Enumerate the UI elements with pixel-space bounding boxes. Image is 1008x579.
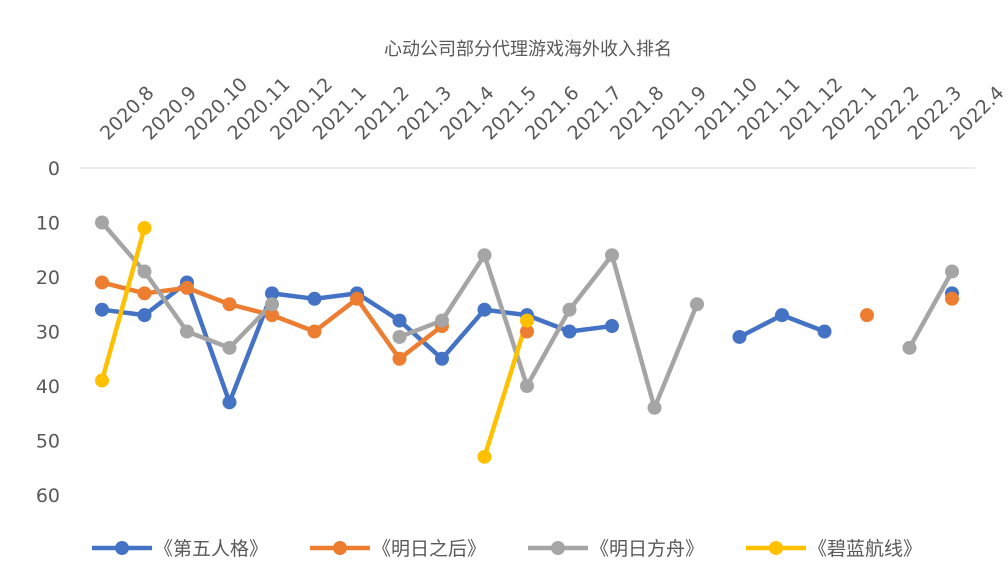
- legend-label: 《第五人格》: [154, 538, 268, 560]
- data-point: [477, 302, 492, 317]
- legend: 《第五人格》 《明日之后》 《明日方舟》 《碧蓝航线》: [92, 538, 922, 560]
- data-point: [945, 264, 959, 279]
- data-point: [562, 302, 577, 317]
- legend-label: 《碧蓝航线》: [808, 538, 922, 560]
- data-point: [95, 302, 109, 317]
- series-line: [482, 318, 530, 460]
- data-point: [137, 308, 152, 323]
- data-point: [307, 324, 322, 339]
- data-point: [605, 319, 619, 334]
- series-lines: [99, 220, 955, 460]
- y-tick-label: 10: [36, 213, 60, 235]
- data-point: [520, 313, 534, 328]
- y-tick-label: 30: [36, 322, 60, 344]
- series-points: [95, 215, 959, 464]
- data-point: [265, 297, 279, 312]
- data-point: [477, 449, 492, 464]
- data-point: [137, 264, 152, 279]
- data-point: [520, 324, 534, 339]
- data-point: [95, 373, 109, 388]
- data-point: [307, 291, 322, 306]
- data-point: [860, 308, 874, 323]
- data-point: [95, 215, 109, 230]
- data-point: [690, 297, 704, 312]
- data-point: [180, 280, 194, 295]
- y-tick-label: 50: [36, 431, 60, 453]
- chart-title: 心动公司部分代理游戏海外收入排名: [384, 39, 672, 60]
- data-point: [95, 275, 109, 290]
- data-point: [435, 351, 449, 366]
- data-point: [350, 291, 364, 306]
- data-point: [265, 308, 279, 323]
- y-tick-label: 0: [48, 158, 60, 180]
- data-point: [392, 313, 407, 328]
- series-line: [99, 225, 147, 383]
- series-line: [397, 252, 700, 411]
- data-point: [562, 324, 577, 339]
- x-axis-ticks: 2020.82020.92020.102020.112020.122021.12…: [96, 73, 1008, 144]
- data-point: [392, 329, 407, 344]
- data-point: [520, 379, 534, 393]
- data-point: [902, 340, 917, 355]
- data-point: [180, 324, 194, 339]
- legend-marker: [333, 541, 347, 555]
- y-tick-label: 40: [36, 376, 60, 398]
- data-point: [775, 308, 789, 323]
- data-point: [817, 324, 832, 339]
- data-point: [137, 220, 152, 235]
- data-point: [605, 248, 619, 263]
- data-point: [945, 291, 959, 306]
- y-axis-ticks: 0 10 20 30 40 50 60: [36, 158, 60, 507]
- data-point: [435, 313, 449, 328]
- data-point: [477, 248, 492, 263]
- legend-marker: [551, 541, 565, 555]
- legend-label: 《明日方舟》: [590, 538, 704, 560]
- data-point: [222, 340, 237, 355]
- series-line: [907, 269, 955, 351]
- legend-marker: [769, 541, 783, 555]
- data-point: [392, 351, 407, 366]
- data-point: [732, 329, 747, 344]
- data-point: [222, 297, 237, 312]
- y-tick-label: 60: [36, 485, 60, 507]
- data-point: [137, 286, 152, 301]
- legend-marker: [115, 541, 129, 555]
- data-point: [222, 395, 237, 410]
- y-tick-label: 20: [36, 267, 60, 289]
- data-point: [647, 400, 662, 415]
- data-point: [265, 286, 279, 301]
- legend-label: 《明日之后》: [372, 538, 486, 560]
